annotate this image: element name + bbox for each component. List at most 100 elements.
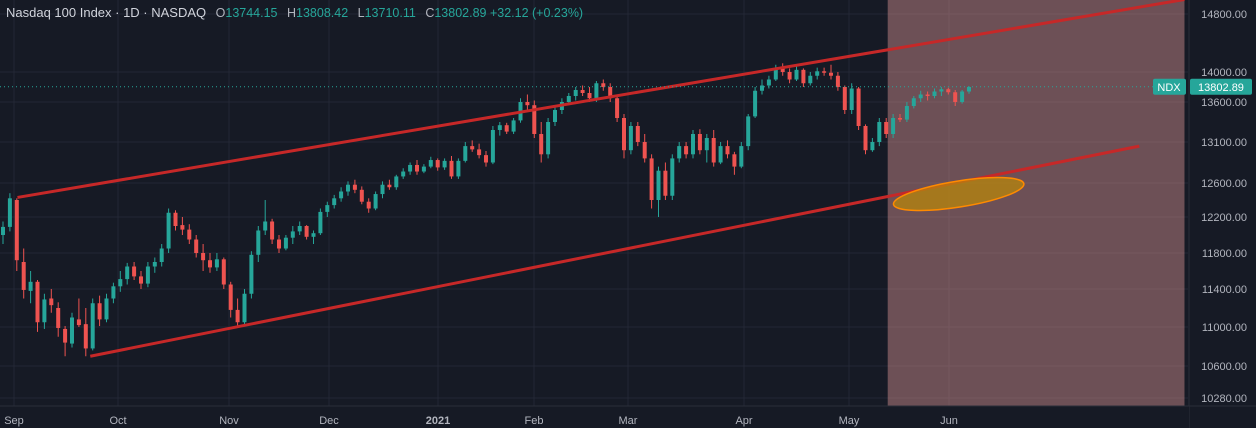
candle-body — [139, 276, 143, 284]
last-price-value-tag — [1190, 78, 1252, 95]
candle-body — [497, 125, 502, 130]
candle-body — [725, 146, 730, 155]
candle-body — [332, 198, 337, 206]
time-tick-label: Feb — [525, 415, 544, 427]
candle-body — [594, 83, 599, 99]
symbol-title[interactable]: Nasdaq 100 Index · 1D · NASDAQ — [6, 5, 207, 20]
time-tick-label: May — [839, 415, 860, 427]
chart-legend: Nasdaq 100 Index · 1D · NASDAQ O13744.15… — [6, 5, 583, 20]
candle-body — [911, 98, 916, 106]
candle-body — [270, 221, 275, 240]
candle-body — [898, 118, 902, 120]
candle-body — [56, 308, 61, 328]
candle-body — [587, 93, 592, 99]
time-tick-label: Nov — [219, 415, 239, 427]
candle-body — [35, 281, 40, 323]
candle-body — [242, 293, 247, 323]
candle-body — [863, 126, 868, 151]
candle-body — [428, 160, 433, 167]
candle-body — [208, 260, 212, 268]
open-label: O — [215, 6, 226, 20]
candle-body — [904, 106, 909, 120]
candle-body — [283, 237, 288, 249]
candle-body — [97, 303, 102, 320]
candle-body — [677, 146, 682, 159]
candle-body — [152, 262, 157, 267]
candle-body — [732, 154, 737, 167]
candle-body — [953, 92, 958, 102]
candle-body — [877, 122, 882, 142]
candle-body — [297, 226, 302, 232]
candle-body — [83, 324, 88, 349]
last-price-ticker-tag — [1153, 78, 1186, 95]
high-label: H — [287, 6, 297, 20]
candle-body — [304, 226, 309, 237]
candle-body — [635, 126, 640, 142]
candle-body — [442, 160, 447, 168]
candle-body — [794, 69, 799, 80]
candle-body — [214, 259, 219, 268]
time-tick-label: Dec — [319, 415, 339, 427]
candle-body — [946, 89, 951, 93]
candle-body — [125, 266, 130, 280]
price-tick-label: 11800.00 — [1202, 248, 1247, 260]
candle-body — [463, 146, 468, 161]
candle-body — [601, 83, 606, 87]
price-tick-label: 13600.00 — [1201, 97, 1247, 109]
candle-body — [90, 303, 95, 349]
candle-body — [325, 205, 330, 212]
time-tick-label: Jun — [940, 415, 958, 427]
time-axis-panel — [0, 406, 1189, 428]
close-label: C — [425, 6, 435, 20]
candle-body — [704, 138, 709, 151]
candle-body — [352, 184, 357, 190]
candle-body — [511, 120, 516, 132]
time-tick-label: Apr — [735, 415, 752, 427]
candle-body — [166, 212, 171, 249]
high-value: 13808.42 — [296, 6, 349, 20]
price-tick-label: 10280.00 — [1201, 393, 1247, 405]
candle-body — [159, 248, 164, 262]
candle-body — [932, 91, 937, 96]
candle-body — [359, 189, 364, 202]
candle-body — [187, 229, 192, 240]
ellipse-marker[interactable] — [891, 171, 1025, 217]
candle-body — [366, 201, 371, 209]
low-value: 13710.11 — [364, 6, 416, 20]
candle-body — [263, 221, 268, 231]
price-tick-label: 12600.00 — [1201, 178, 1247, 190]
channel-line-upper[interactable] — [17, 0, 1185, 199]
candle-body — [249, 254, 254, 294]
candle-body — [856, 88, 861, 126]
candle-body — [504, 125, 509, 132]
candle-body — [318, 211, 323, 234]
last-price-value: 13802.89 — [1198, 82, 1244, 94]
candle-body — [42, 299, 47, 323]
candle-body — [277, 239, 281, 249]
candle-body — [63, 328, 68, 343]
candle-body — [173, 212, 178, 226]
price-tick-label: 12200.00 — [1201, 212, 1247, 224]
candle-body — [684, 146, 689, 155]
candle-body — [815, 71, 820, 76]
candle-body — [773, 68, 778, 80]
candle-body — [373, 194, 378, 209]
candle-body — [553, 110, 557, 122]
candle-body — [435, 160, 440, 168]
candle-body — [670, 158, 675, 196]
candle-body — [753, 90, 758, 117]
candle-body — [145, 266, 150, 284]
candle-body — [918, 94, 923, 99]
candle-body — [256, 230, 261, 255]
candle-body — [387, 184, 392, 188]
candle-body — [628, 126, 633, 151]
candle-body — [201, 253, 206, 261]
candle-body — [180, 225, 185, 230]
candle-body — [1, 226, 5, 235]
candle-body — [967, 87, 971, 92]
candle-body — [787, 72, 792, 80]
candle-body — [608, 87, 613, 99]
price-tick-label: 13100.00 — [1201, 137, 1247, 149]
candle-body — [401, 171, 406, 177]
